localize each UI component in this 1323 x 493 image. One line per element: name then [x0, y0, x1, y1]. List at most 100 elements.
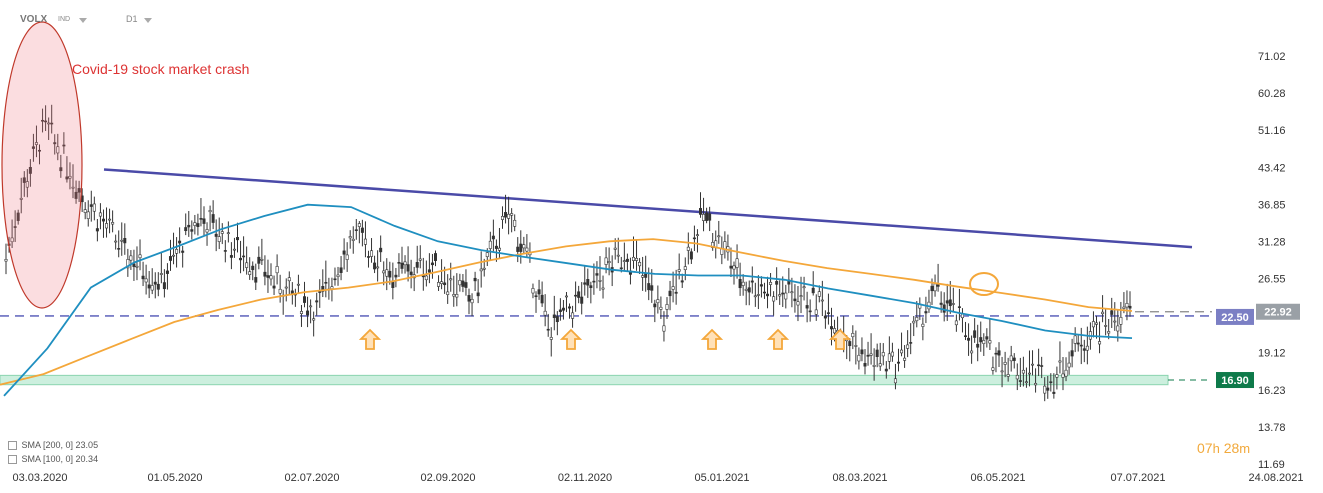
candle-body [1055, 374, 1059, 378]
indicator-settings-icon[interactable] [8, 455, 17, 465]
candle-body [229, 255, 233, 258]
candle-body [77, 188, 81, 193]
candle-body [141, 275, 145, 280]
candle-body [833, 328, 837, 334]
candle-body [890, 351, 894, 357]
candle-body [689, 251, 693, 260]
candle-body [409, 271, 413, 275]
candle-body [1119, 317, 1123, 325]
candle-body [592, 280, 596, 283]
x-tick-label: 01.05.2020 [147, 472, 202, 484]
candle-body [741, 281, 745, 286]
candle-body [56, 146, 60, 154]
candle-body [309, 305, 313, 308]
candle-body [494, 245, 498, 249]
candle-body [351, 238, 355, 241]
candle-body [516, 246, 520, 252]
candle-body [1043, 385, 1047, 394]
timeframe-dropdown-icon[interactable] [144, 18, 152, 23]
timeframe-label[interactable]: D1 [126, 14, 138, 24]
candle-body [117, 248, 121, 250]
candle-body [589, 285, 593, 289]
candle-body [564, 295, 568, 298]
candle-body [826, 312, 830, 314]
candle-body [537, 289, 541, 295]
candle-body [677, 269, 681, 272]
candle-body [1098, 341, 1102, 345]
candle-body [159, 273, 163, 275]
candle-body [799, 295, 803, 297]
candle-body [668, 290, 672, 297]
candle-body [604, 257, 608, 265]
candle-body [568, 306, 572, 309]
candle-body [906, 344, 910, 349]
candle-body [303, 296, 307, 303]
candle-body [357, 223, 361, 227]
candle-body [47, 122, 51, 125]
candle-body [418, 258, 422, 261]
candle-body [723, 241, 727, 250]
candle-body [674, 291, 678, 294]
candle-body [497, 247, 501, 251]
candle-body [884, 368, 888, 372]
y-tick-label: 13.78 [1258, 422, 1286, 434]
candle-body [915, 317, 919, 322]
candle-body [766, 293, 770, 297]
candle-body [912, 320, 916, 324]
candle-body [869, 353, 873, 356]
candle-body [382, 270, 386, 274]
candle-body [893, 378, 897, 384]
candle-body [619, 267, 623, 270]
y-tick-label: 43.42 [1258, 162, 1286, 174]
candle-body [83, 209, 87, 213]
candle-body [132, 263, 136, 267]
candle-body [1064, 369, 1068, 377]
candle-body [790, 291, 794, 294]
candle-body [403, 261, 407, 266]
covid-crash-ellipse [1, 21, 83, 309]
candle-body [522, 244, 526, 249]
symbol-label[interactable]: VOLX [20, 14, 48, 25]
candle-body [376, 266, 380, 269]
candle-body [168, 256, 172, 261]
candle-body [641, 275, 645, 278]
candle-body [111, 222, 115, 225]
candle-body [257, 256, 261, 264]
candle-body [98, 212, 102, 217]
sma200-line [0, 238, 1133, 386]
candle-body [793, 298, 797, 302]
candle-body [848, 341, 852, 347]
candle-body [373, 262, 377, 270]
candle-body [208, 210, 212, 213]
symbol-dropdown-icon[interactable] [79, 18, 87, 23]
candle-body [753, 295, 757, 298]
candle-body [1021, 369, 1025, 374]
indicator-settings-icon[interactable] [8, 441, 17, 451]
candle-body [1094, 322, 1098, 325]
candle-body [321, 286, 325, 292]
legend-sma200[interactable]: SMA [200, 0] 23.05 [8, 440, 98, 451]
candle-body [991, 367, 995, 371]
candle-body [415, 262, 419, 268]
candle-body [50, 122, 54, 125]
candle-body [1031, 363, 1035, 366]
candle-body [659, 306, 663, 310]
instrument-type: IND [58, 16, 71, 23]
candle-body [232, 248, 236, 251]
candle-body [126, 259, 130, 269]
x-tick-label: 07.07.2021 [1110, 472, 1165, 484]
legend-sma100[interactable]: SMA [100, 0] 20.34 [8, 454, 98, 465]
candle-body [108, 218, 112, 221]
candle-body [903, 357, 907, 361]
candle-body [997, 350, 1001, 356]
candle-body [38, 149, 42, 152]
candle-body [1006, 374, 1010, 377]
candle-body [705, 212, 709, 221]
candle-body [1061, 373, 1065, 378]
candle-body [86, 211, 90, 219]
candle-body [1076, 342, 1080, 345]
candle-body [236, 237, 240, 241]
candle-body [491, 235, 495, 240]
candle-body [260, 258, 264, 261]
